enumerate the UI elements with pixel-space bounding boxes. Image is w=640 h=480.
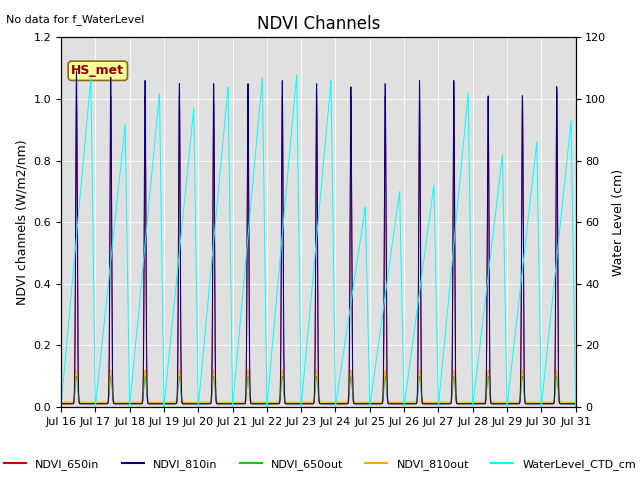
Title: NDVI Channels: NDVI Channels — [257, 15, 380, 33]
Text: HS_met: HS_met — [71, 64, 124, 77]
Y-axis label: NDVI channels (W/m2/nm): NDVI channels (W/m2/nm) — [15, 139, 28, 305]
Y-axis label: Water Level (cm): Water Level (cm) — [612, 168, 625, 276]
Legend: NDVI_650in, NDVI_810in, NDVI_650out, NDVI_810out, WaterLevel_CTD_cm: NDVI_650in, NDVI_810in, NDVI_650out, NDV… — [0, 455, 640, 474]
Text: No data for f_WaterLevel: No data for f_WaterLevel — [6, 14, 145, 25]
